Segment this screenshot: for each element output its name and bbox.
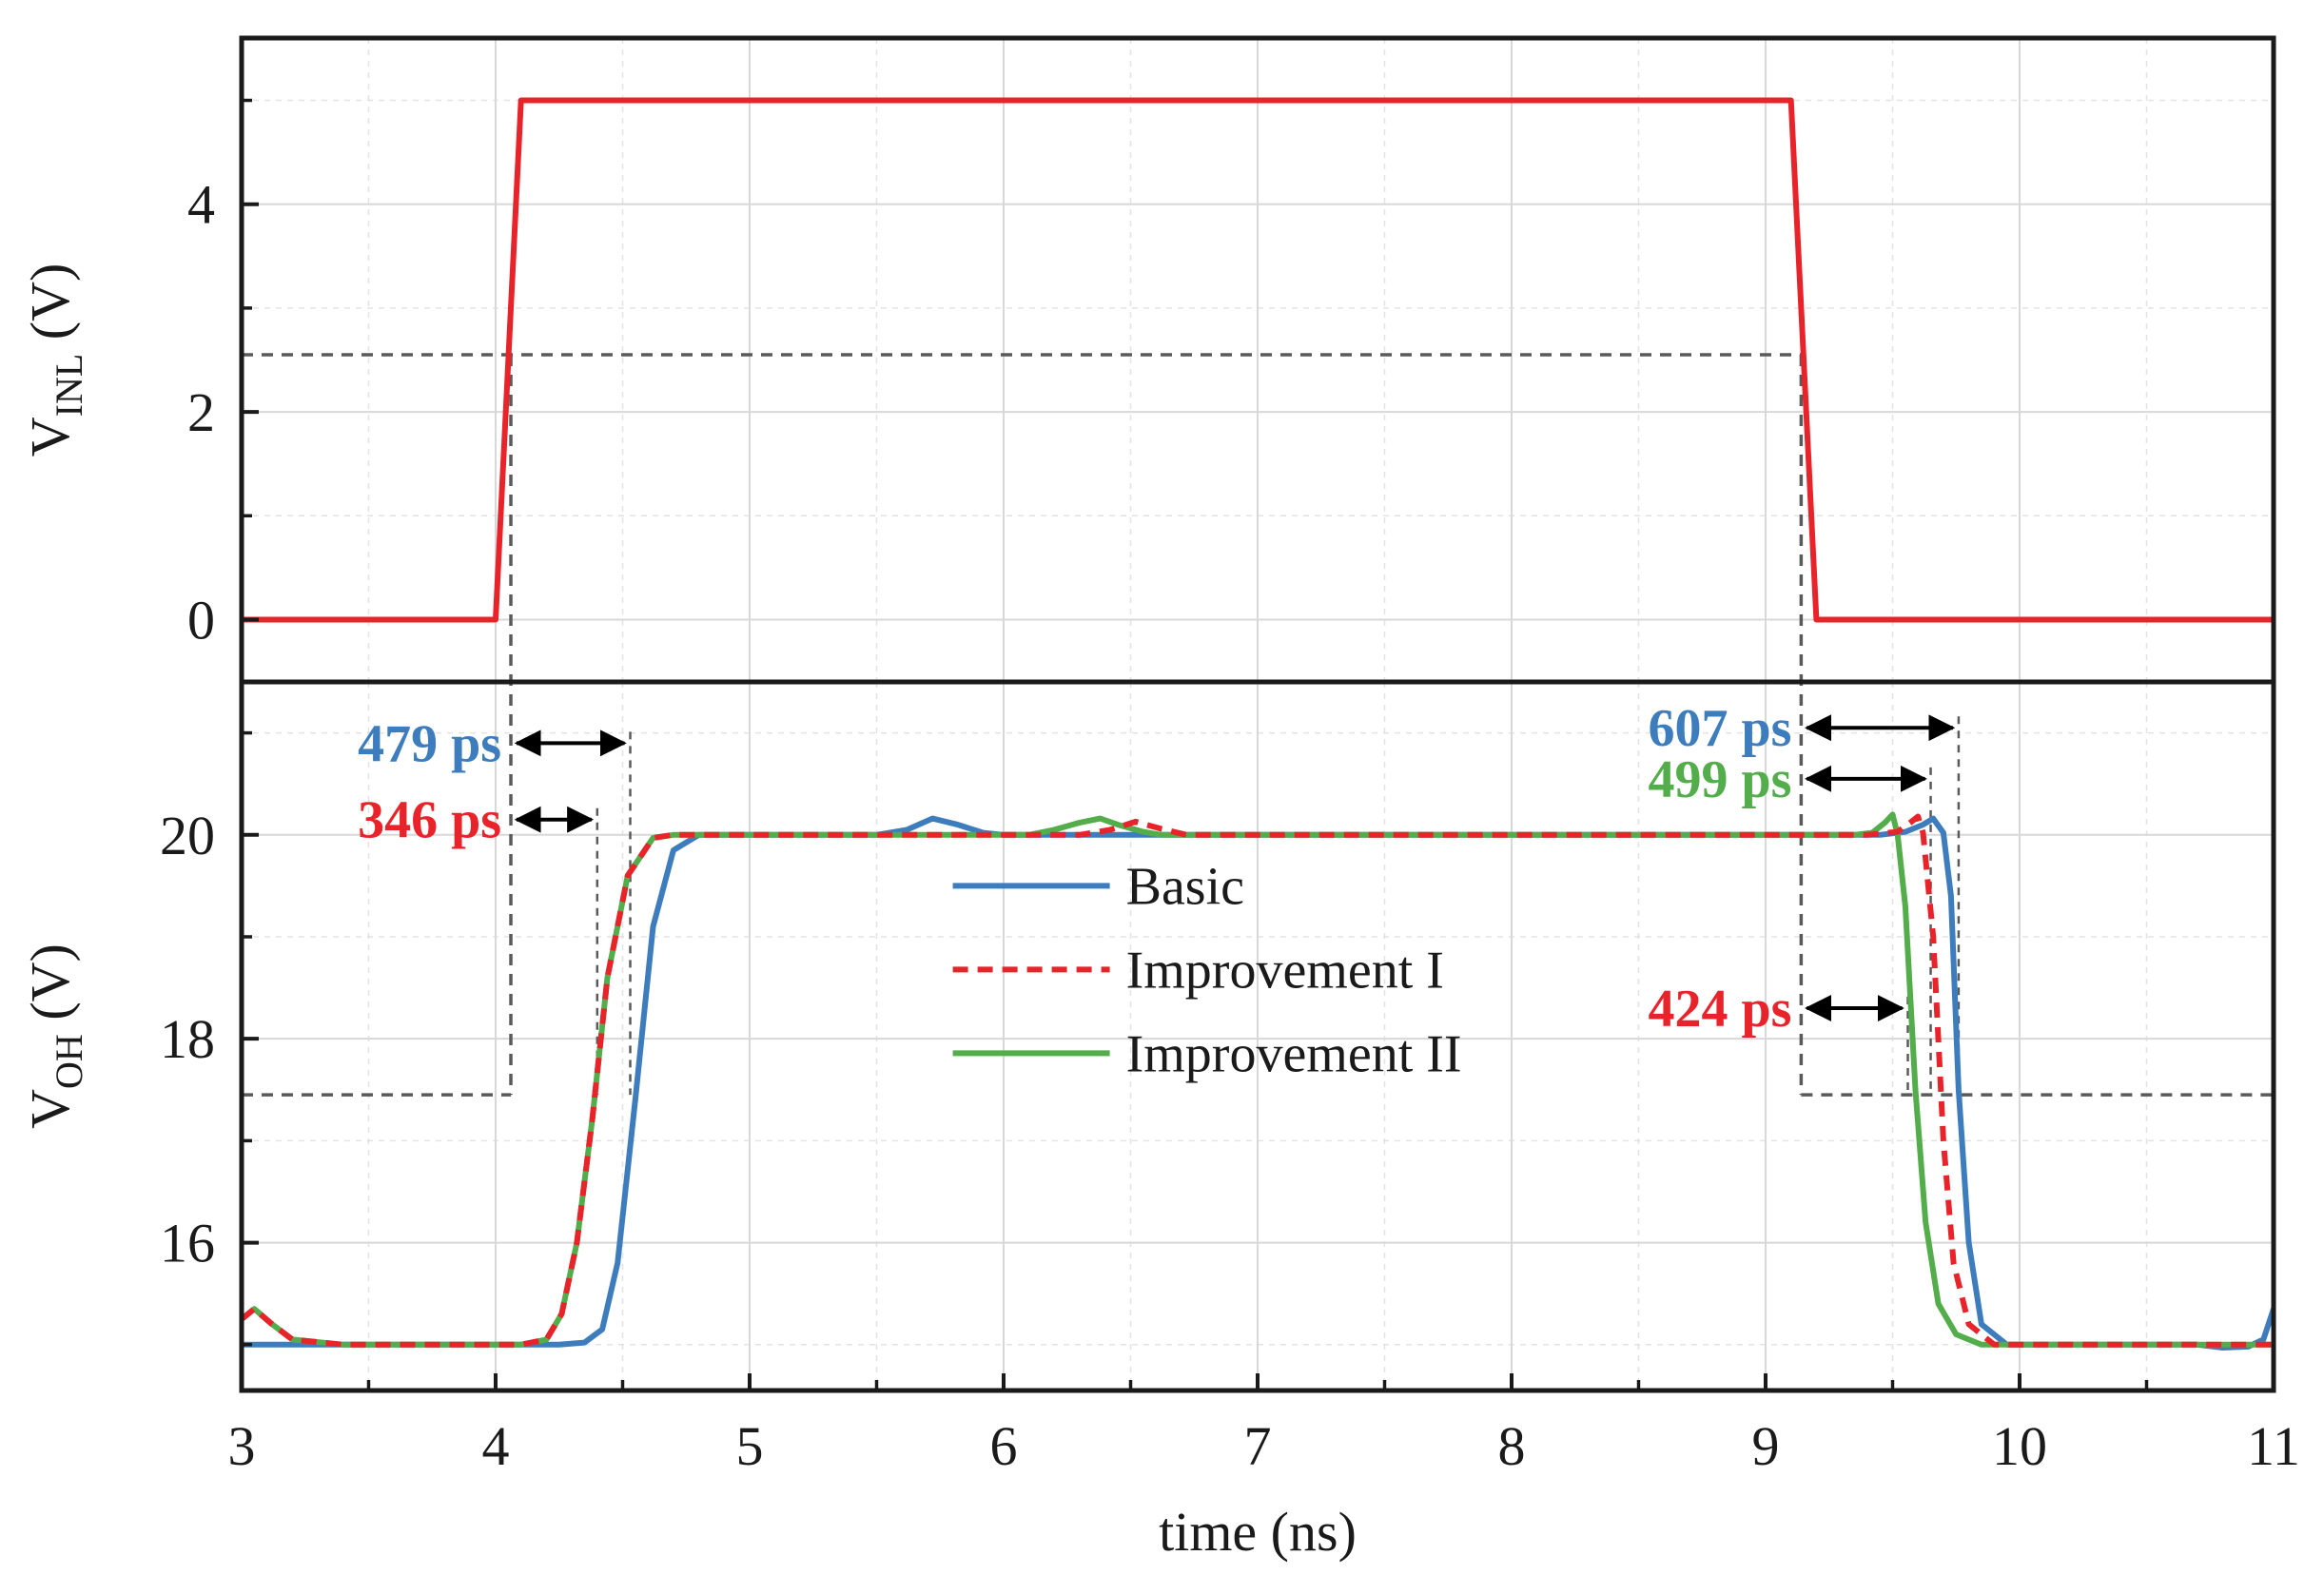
- x-axis-title: time (ns): [1159, 1501, 1357, 1563]
- series-line-input: [242, 97, 2274, 623]
- guide-lines: [242, 353, 2274, 1097]
- y-tick-label: 4: [187, 174, 215, 236]
- annotation-label-0: 479 ps: [358, 714, 501, 773]
- y-axis-title-main: V: [19, 417, 81, 457]
- y-axis-title-unit: (V): [19, 943, 81, 1034]
- x-tick-label: 4: [482, 1415, 510, 1477]
- annotation-label-4: 424 ps: [1648, 980, 1791, 1039]
- gridlines: [242, 38, 2274, 1390]
- ticks: 0 2 4 16 18 20 3 4 5 6 7 8 9 10 11: [160, 98, 2300, 1477]
- annotation-label-3: 499 ps: [1648, 750, 1791, 809]
- y-axis-title-bottom: VOH (V): [19, 943, 90, 1129]
- y-tick-label: 20: [160, 805, 215, 866]
- y-tick-label: 2: [187, 381, 215, 443]
- x-tick-label: 5: [736, 1415, 764, 1477]
- x-tick-label: 8: [1498, 1415, 1526, 1477]
- y-tick-label: 18: [160, 1008, 215, 1070]
- x-tick-label: 10: [1992, 1415, 2047, 1477]
- series-top: [242, 97, 2274, 623]
- legend-label-1: Improvement I: [1126, 941, 1444, 1000]
- annotation-label-2: 607 ps: [1648, 699, 1791, 758]
- legend-label-0: Basic: [1126, 857, 1244, 916]
- x-tick-label: 11: [2247, 1415, 2300, 1477]
- annotation-label-1: 346 ps: [358, 791, 501, 850]
- y-axis-title-main: V: [19, 1089, 81, 1129]
- series-bottom: [242, 811, 2274, 1351]
- legend: Basic Improvement I Improvement II: [952, 857, 1462, 1083]
- x-tick-label: 3: [228, 1415, 256, 1477]
- x-tick-label: 7: [1244, 1415, 1272, 1477]
- y-axis-title-sub: INL: [48, 354, 90, 418]
- legend-label-2: Improvement II: [1126, 1024, 1462, 1083]
- x-tick-label: 6: [990, 1415, 1018, 1477]
- y-axis-title-sub: OH: [48, 1034, 90, 1089]
- x-tick-label: 9: [1752, 1415, 1780, 1477]
- y-tick-label: 16: [160, 1213, 215, 1274]
- y-axis-title-unit: (V): [19, 263, 81, 354]
- y-tick-label: 0: [187, 589, 215, 651]
- y-axis-title-top: VINL (V): [19, 263, 90, 457]
